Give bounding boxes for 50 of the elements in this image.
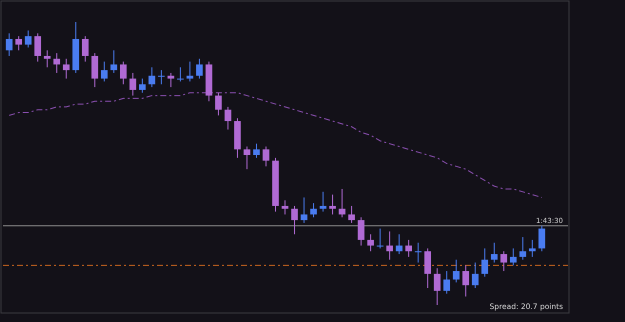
candlestick (538, 225, 546, 252)
candlestick (15, 36, 22, 51)
candlestick (291, 205, 298, 235)
candlestick (53, 52, 60, 74)
candlestick (472, 262, 479, 289)
candlestick (120, 61, 127, 85)
candlestick (396, 234, 402, 255)
candlestick (424, 248, 432, 289)
candlestick (490, 242, 498, 264)
candlestick (262, 146, 270, 167)
candlestick (158, 70, 165, 85)
candlestick (253, 143, 260, 158)
candlestick (338, 188, 346, 218)
candlestick (452, 259, 460, 283)
candlestick (148, 66, 156, 88)
candlestick (91, 52, 98, 88)
candlestick (376, 228, 384, 249)
candlestick (358, 216, 364, 246)
candlestick (139, 78, 146, 94)
candlestick (443, 270, 450, 294)
candlestick (500, 250, 508, 272)
candlestick (348, 205, 355, 224)
candlestick (282, 200, 288, 215)
candlestick (481, 248, 488, 278)
candlestick (100, 61, 108, 82)
candlestick (310, 202, 317, 218)
candlestick (405, 239, 412, 258)
candlestick (244, 146, 250, 170)
candlestick (6, 32, 13, 56)
candlestick (44, 50, 51, 68)
candlestick (215, 92, 222, 116)
candlestick (224, 106, 232, 130)
candlestick (367, 234, 374, 252)
candlestick (300, 196, 308, 224)
candlestick (130, 72, 136, 96)
candlestick (386, 230, 393, 260)
candlestick (434, 268, 441, 306)
candlestick (62, 58, 70, 80)
candlestick (414, 242, 422, 264)
candlestick (24, 30, 32, 48)
candlestick (329, 194, 336, 215)
candlestick (110, 50, 118, 74)
candlestick (177, 66, 184, 82)
candlestick (34, 32, 42, 62)
candlestick (510, 248, 517, 266)
candlestick (462, 264, 470, 298)
candlestick (82, 36, 89, 62)
candlestick (196, 58, 203, 80)
candlestick (320, 191, 326, 212)
candlestick (519, 236, 526, 260)
